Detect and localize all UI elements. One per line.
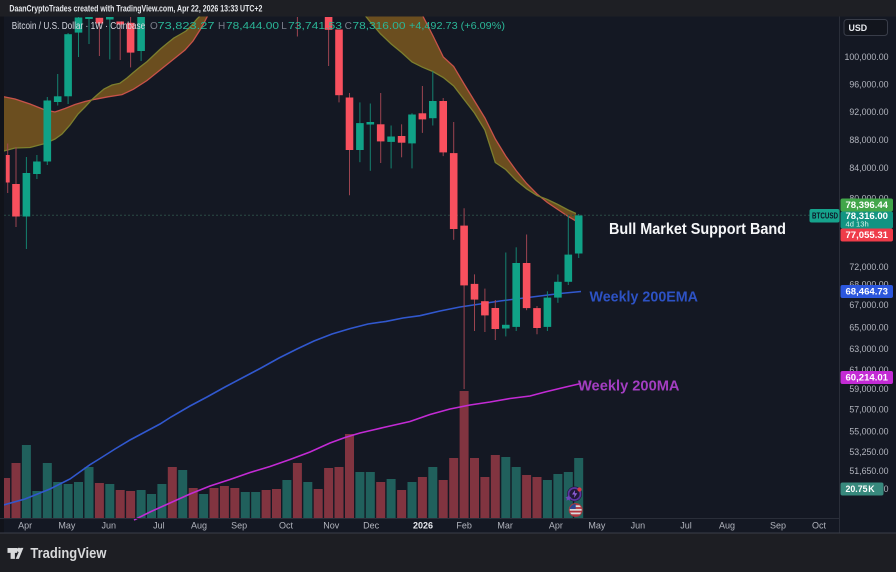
svg-text:4d 13h: 4d 13h [846,220,869,229]
svg-text:Jun: Jun [101,521,116,531]
svg-text:L: L [281,21,287,32]
svg-text:68,000.00: 68,000.00 [849,280,888,290]
svg-text:Bull Market Support Band: Bull Market Support Band [609,221,786,238]
svg-text:77,055.31: 77,055.31 [846,230,889,240]
svg-text:96,000.00: 96,000.00 [849,80,888,90]
svg-text:78,316.00: 78,316.00 [353,21,407,32]
svg-text:Feb: Feb [456,521,472,531]
svg-text:73,823.27: 73,823.27 [158,21,216,32]
svg-text:Mar: Mar [497,521,513,531]
svg-text:92,000.00: 92,000.00 [849,107,888,117]
svg-text:2026: 2026 [413,521,433,531]
svg-text:BTCUSD: BTCUSD [812,212,838,221]
svg-text:78,396.44: 78,396.44 [846,200,889,210]
svg-text:Jul: Jul [680,521,692,531]
svg-text:USD: USD [849,23,868,33]
svg-text:Dec: Dec [363,521,380,531]
svg-text:55,000.00: 55,000.00 [849,426,888,436]
svg-text:63,000.00: 63,000.00 [849,344,888,354]
svg-text:DaanCryptoTrades created with: DaanCryptoTrades created with TradingVie… [9,3,262,14]
svg-text:53,250.00: 53,250.00 [849,447,888,457]
svg-text:Sep: Sep [231,521,247,531]
svg-text:Jun: Jun [631,521,646,531]
svg-text:78,444.00: 78,444.00 [226,21,280,32]
svg-text:Weekly 200EMA: Weekly 200EMA [590,289,699,306]
svg-text:Oct: Oct [279,521,294,531]
svg-text:Bitcoin / U.S. Dollar · 1W · C: Bitcoin / U.S. Dollar · 1W · Coinbase [12,21,146,32]
svg-text:Apr: Apr [18,521,32,531]
svg-text:Sep: Sep [770,521,786,531]
svg-text:Weekly 200MA: Weekly 200MA [578,378,680,395]
svg-text:Nov: Nov [323,521,340,531]
svg-text:O: O [150,21,158,32]
svg-text:72,000.00: 72,000.00 [849,262,888,272]
svg-text:C: C [345,21,352,32]
svg-text:68,464.73: 68,464.73 [846,287,889,297]
svg-text:84,000.00: 84,000.00 [849,163,888,173]
svg-text:67,000.00: 67,000.00 [849,300,888,310]
svg-text:May: May [58,521,76,531]
svg-text:TradingView: TradingView [30,546,106,562]
svg-text:51,650.00: 51,650.00 [849,466,888,476]
svg-text:78,316.00: 78,316.00 [846,211,889,221]
svg-text:May: May [588,521,606,531]
svg-text:57,000.00: 57,000.00 [849,405,888,415]
svg-text:61,000.00: 61,000.00 [849,365,888,375]
svg-text:88,000.00: 88,000.00 [849,135,888,145]
svg-text:H: H [218,21,225,32]
svg-text:Aug: Aug [719,521,735,531]
svg-text:Jul: Jul [153,521,165,531]
svg-text:59,000.00: 59,000.00 [849,384,888,394]
svg-text:Aug: Aug [191,521,207,531]
svg-text:73,741.53: 73,741.53 [288,21,343,32]
svg-text:Apr: Apr [549,521,563,531]
svg-text:Oct: Oct [812,521,827,531]
svg-text:+4,492.73 (+6.09%): +4,492.73 (+6.09%) [409,21,505,32]
svg-text:20.75 K: 20.75 K [846,484,876,494]
svg-text:65,000.00: 65,000.00 [849,323,888,333]
svg-text:60,214.01: 60,214.01 [846,373,889,383]
svg-text:100,000.00: 100,000.00 [844,52,888,62]
